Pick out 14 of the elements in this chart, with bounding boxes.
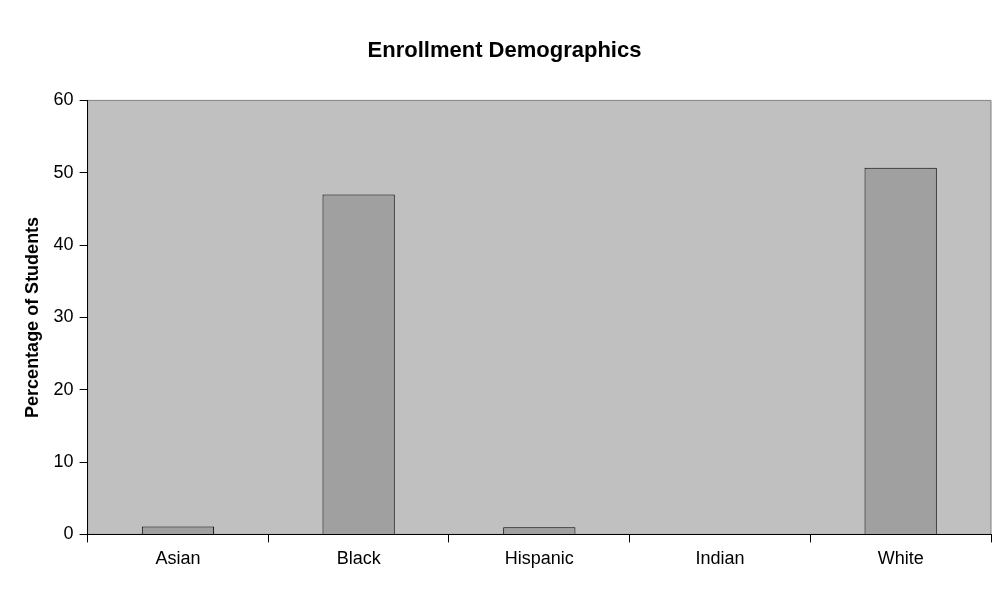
x-tick-label: Asian xyxy=(155,548,201,569)
y-tick-label: 20 xyxy=(53,378,74,399)
y-tick-label: 0 xyxy=(63,523,74,544)
y-tick-label: 50 xyxy=(53,161,74,182)
y-tick-label: 30 xyxy=(53,306,74,327)
x-tick-label: White xyxy=(877,548,924,569)
chart-title: Enrollment Demographics xyxy=(367,37,642,63)
y-tick-label: 10 xyxy=(53,451,74,472)
x-tick-label: Indian xyxy=(695,548,745,569)
y-tick-label: 60 xyxy=(53,89,74,110)
y-tick-label: 40 xyxy=(53,234,74,255)
y-axis-title: Percentage of Students xyxy=(21,216,42,418)
x-tick-label: Hispanic xyxy=(504,548,574,569)
x-tick-label: Black xyxy=(336,548,382,569)
